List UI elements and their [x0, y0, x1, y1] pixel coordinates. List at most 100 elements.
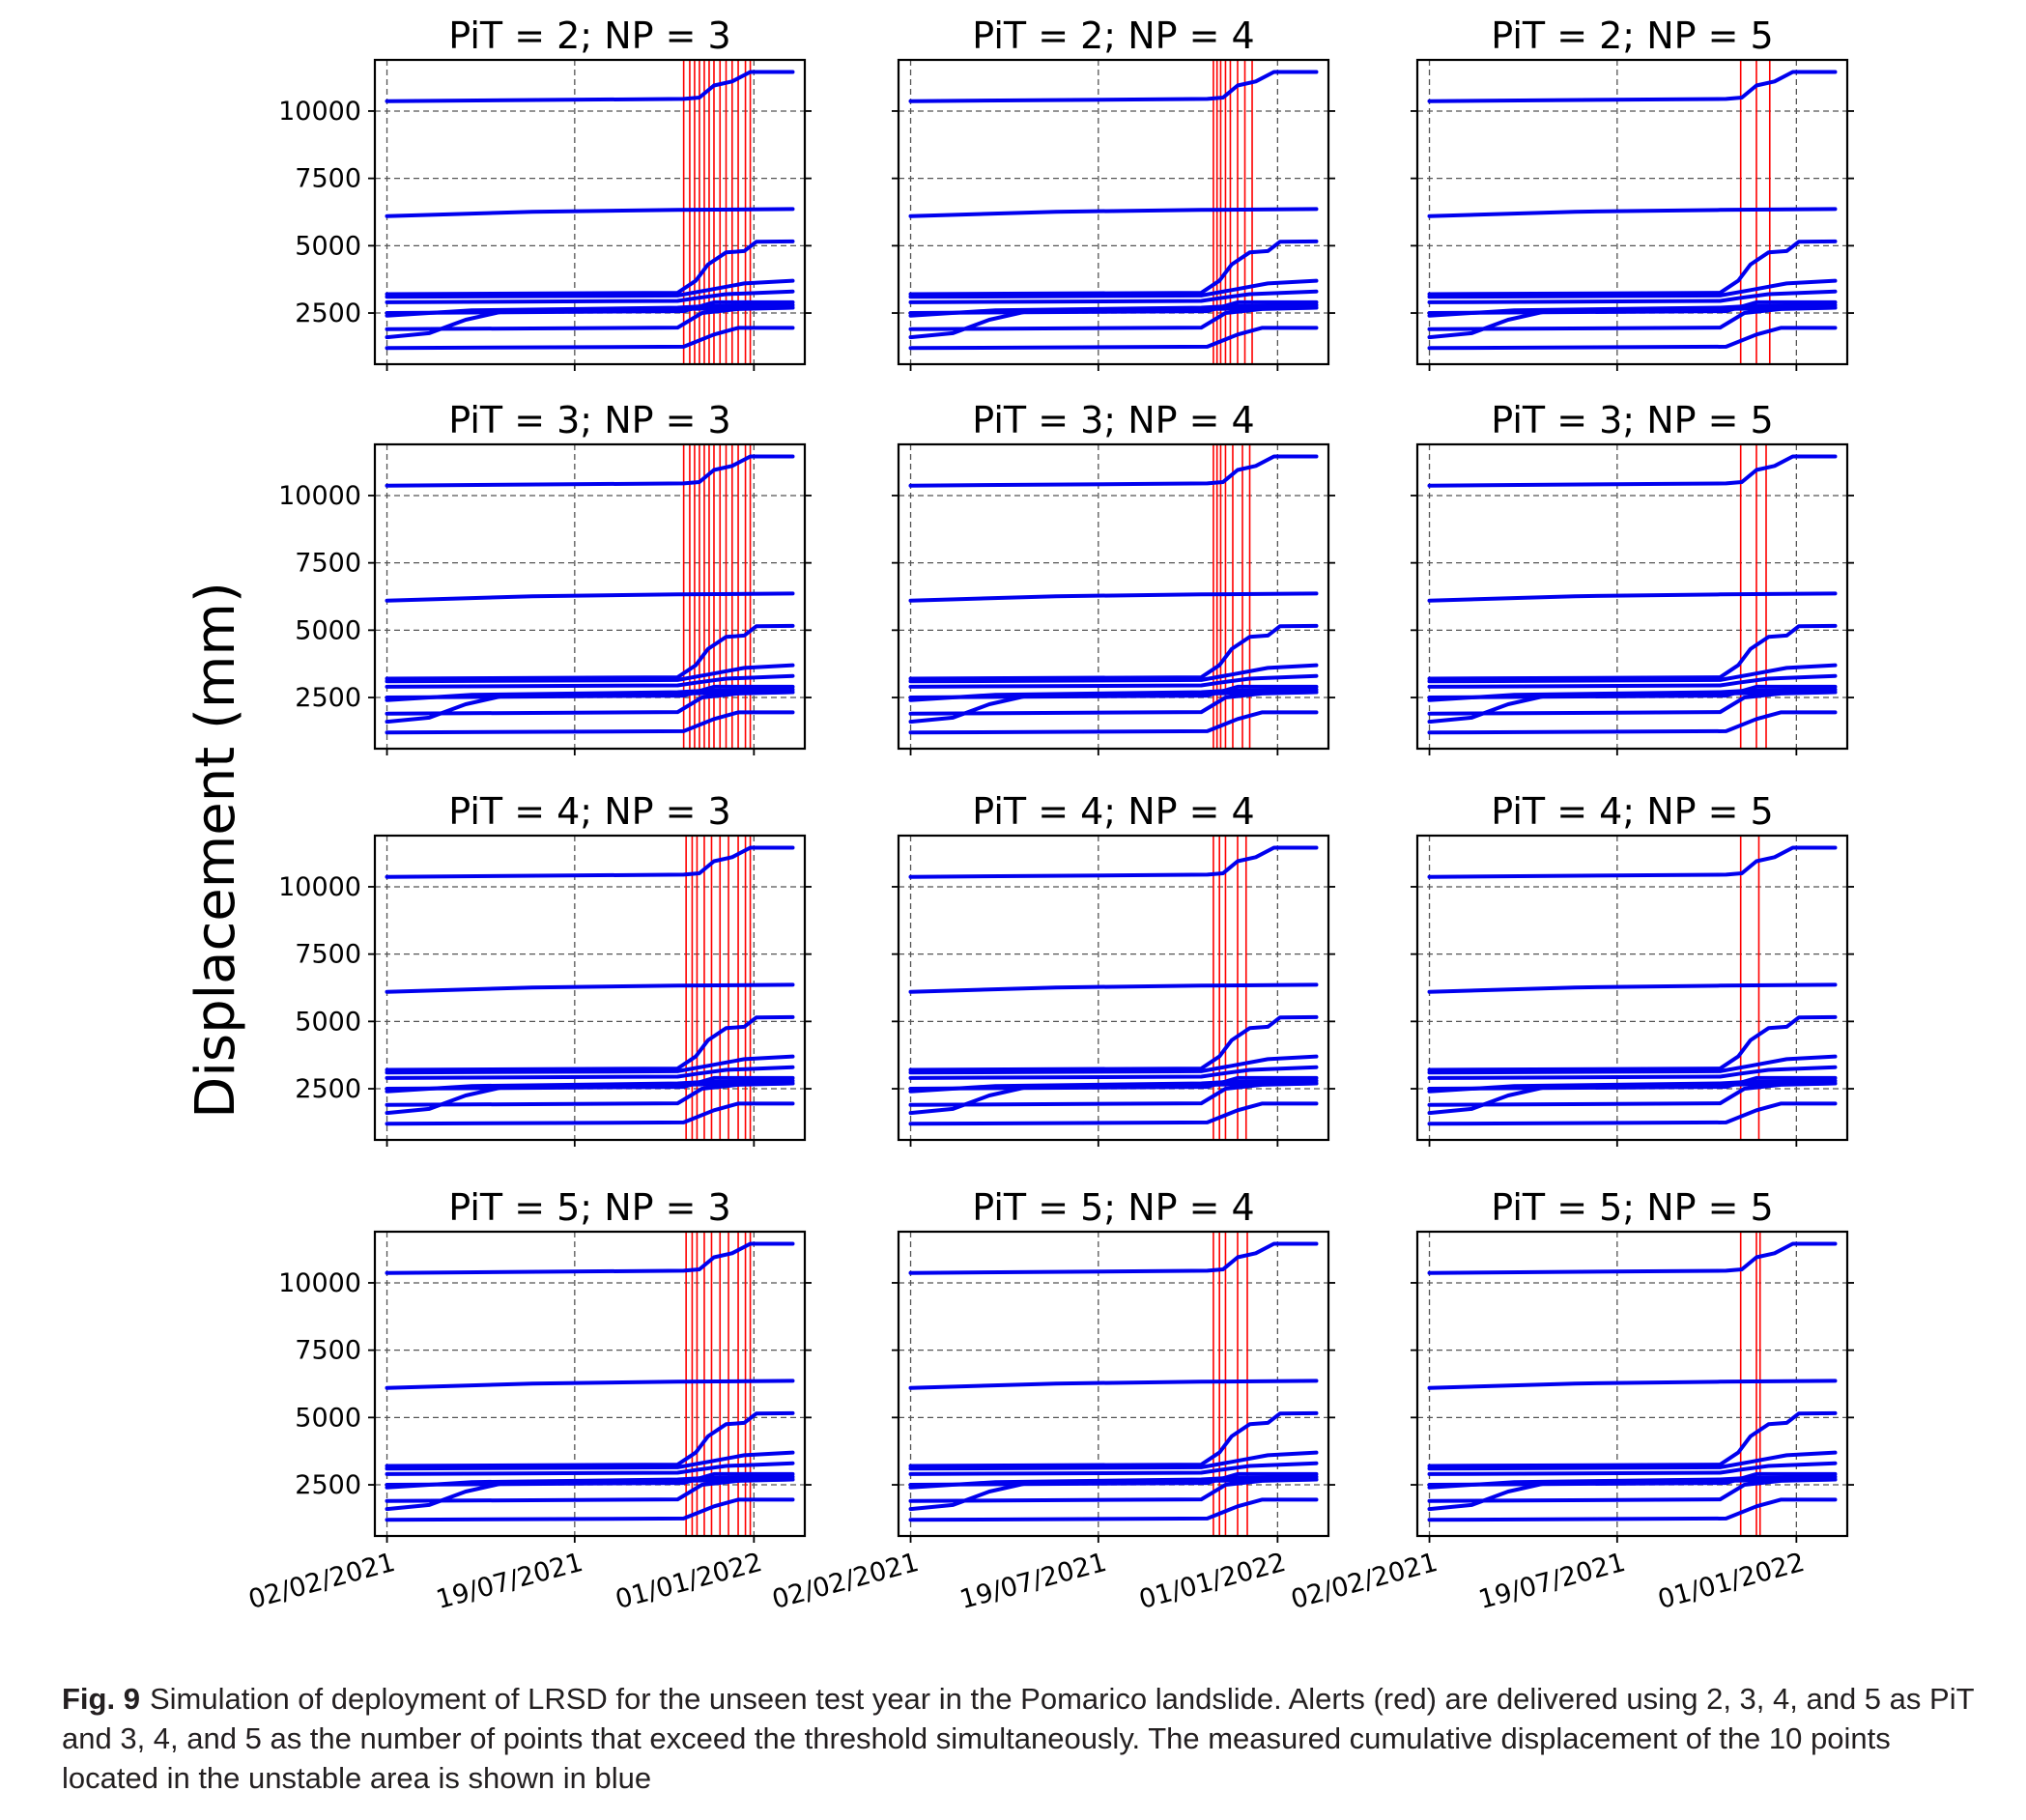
- displacement-series: [1427, 623, 1838, 681]
- displacement-series: [1427, 1101, 1838, 1126]
- y-tick-label: 2500: [295, 299, 361, 328]
- subplot: PiT = 2; NP = 4: [892, 14, 1335, 371]
- displacement-series: [385, 1081, 795, 1116]
- displacement-series: [908, 591, 1319, 603]
- displacement-series: [1427, 207, 1838, 218]
- displacement-series: [1427, 673, 1838, 689]
- displacement-series: [385, 326, 795, 351]
- plot-frame: [1415, 834, 1849, 1142]
- y-tick-label: 10000: [278, 97, 361, 127]
- displacement-series: [1427, 1054, 1838, 1075]
- displacement-series: [908, 1450, 1319, 1471]
- displacement-series: [908, 1410, 1319, 1468]
- subplot: PiT = 3; NP = 4: [892, 399, 1335, 755]
- displacement-series: [1427, 1081, 1838, 1116]
- displacement-series: [1427, 690, 1838, 725]
- displacement-series: [1427, 591, 1838, 603]
- figure-caption: Fig. 9 Simulation of deployment of LRSD f…: [62, 1679, 1980, 1798]
- plot-frame: [373, 1230, 807, 1538]
- subplot-title: PiT = 5; NP = 3: [448, 1186, 730, 1229]
- x-tick-label: 19/07/2021: [956, 1548, 1109, 1615]
- y-tick-label: 10000: [278, 872, 361, 902]
- displacement-series: [908, 1101, 1319, 1126]
- displacement-series: [385, 710, 795, 735]
- subplot-title: PiT = 4; NP = 5: [1491, 790, 1773, 833]
- displacement-series: [385, 1065, 795, 1080]
- displacement-series: [908, 1477, 1319, 1512]
- displacement-series: [908, 1081, 1319, 1116]
- displacement-series: [385, 982, 795, 994]
- displacement-series: [908, 454, 1319, 488]
- subplot-title: PiT = 2; NP = 3: [448, 14, 730, 57]
- displacement-series: [1427, 1461, 1838, 1476]
- displacement-series: [385, 690, 795, 725]
- displacement-series: [385, 278, 795, 299]
- plot-frame: [897, 1230, 1330, 1538]
- subplot: PiT = 4; NP = 3 2500 5000 7500 10000: [278, 790, 812, 1147]
- displacement-series: [908, 663, 1319, 684]
- y-axis-label: Displacement (mm): [185, 582, 247, 1119]
- displacement-series: [908, 1014, 1319, 1072]
- caption-label: Fig. 9: [62, 1682, 140, 1716]
- plot-frame: [1415, 1230, 1849, 1538]
- x-tick-label: 02/02/2021: [245, 1548, 398, 1615]
- displacement-series: [1427, 305, 1838, 340]
- displacement-series: [385, 70, 795, 103]
- subplot: PiT = 4; NP = 4: [892, 790, 1335, 1147]
- y-tick-label: 5000: [295, 1403, 361, 1433]
- displacement-series: [908, 289, 1319, 304]
- y-tick-label: 5000: [295, 231, 361, 261]
- x-tick-label: 01/01/2022: [1136, 1548, 1289, 1615]
- y-tick-label: 2500: [295, 683, 361, 713]
- plot-frame: [1415, 58, 1849, 366]
- displacement-series: [1427, 70, 1838, 103]
- y-tick-label: 7500: [295, 940, 361, 970]
- displacement-series: [1427, 278, 1838, 299]
- displacement-series: [385, 845, 795, 879]
- displacement-series: [1427, 1450, 1838, 1471]
- displacement-series: [908, 690, 1319, 725]
- displacement-series: [385, 289, 795, 304]
- displacement-series: [385, 1379, 795, 1390]
- displacement-series: [1427, 326, 1838, 351]
- subplot-title: PiT = 4; NP = 3: [448, 790, 730, 833]
- y-tick-label: 10000: [278, 1268, 361, 1298]
- displacement-series: [385, 1101, 795, 1126]
- displacement-series: [385, 207, 795, 218]
- displacement-series: [908, 623, 1319, 681]
- displacement-series: [385, 454, 795, 488]
- caption-text: Simulation of deployment of LRSD for the…: [62, 1682, 1974, 1795]
- displacement-series: [385, 1410, 795, 1468]
- displacement-series: [385, 673, 795, 689]
- displacement-series: [1427, 1477, 1838, 1512]
- displacement-series: [1427, 454, 1838, 488]
- x-tick-label: 19/07/2021: [1475, 1548, 1628, 1615]
- subplot: PiT = 3; NP = 3 2500 5000 7500 10000: [278, 399, 812, 755]
- subplots: PiT = 2; NP = 3 2500 5000 7500 10000 PiT = 2;…: [245, 14, 1854, 1615]
- displacement-series: [385, 239, 795, 297]
- displacement-series: [1427, 289, 1838, 304]
- subplot: PiT = 5; NP = 4 02/02/2021 19/07/2021 01/01…: [769, 1186, 1335, 1615]
- displacement-series: [908, 845, 1319, 879]
- x-tick-label: 01/01/2022: [613, 1548, 765, 1615]
- displacement-series: [385, 591, 795, 603]
- y-tick-label: 5000: [295, 615, 361, 645]
- y-tick-label: 7500: [295, 164, 361, 194]
- displacement-series: [1427, 663, 1838, 684]
- plot-frame: [373, 442, 807, 751]
- y-tick-label: 2500: [295, 1074, 361, 1104]
- subplot-title: PiT = 3; NP = 4: [972, 399, 1254, 441]
- plot-frame: [1415, 442, 1849, 751]
- displacement-series: [385, 1497, 795, 1522]
- x-tick-label: 19/07/2021: [433, 1548, 585, 1615]
- displacement-series: [385, 1054, 795, 1075]
- displacement-series: [385, 623, 795, 681]
- displacement-series: [1427, 710, 1838, 735]
- displacement-series: [908, 1241, 1319, 1275]
- displacement-series: [385, 1461, 795, 1476]
- displacement-series: [1427, 1497, 1838, 1522]
- displacement-series: [1427, 1379, 1838, 1390]
- subplot-title: PiT = 5; NP = 4: [972, 1186, 1254, 1229]
- y-tick-label: 7500: [295, 549, 361, 579]
- subplot-title: PiT = 3; NP = 3: [448, 399, 730, 441]
